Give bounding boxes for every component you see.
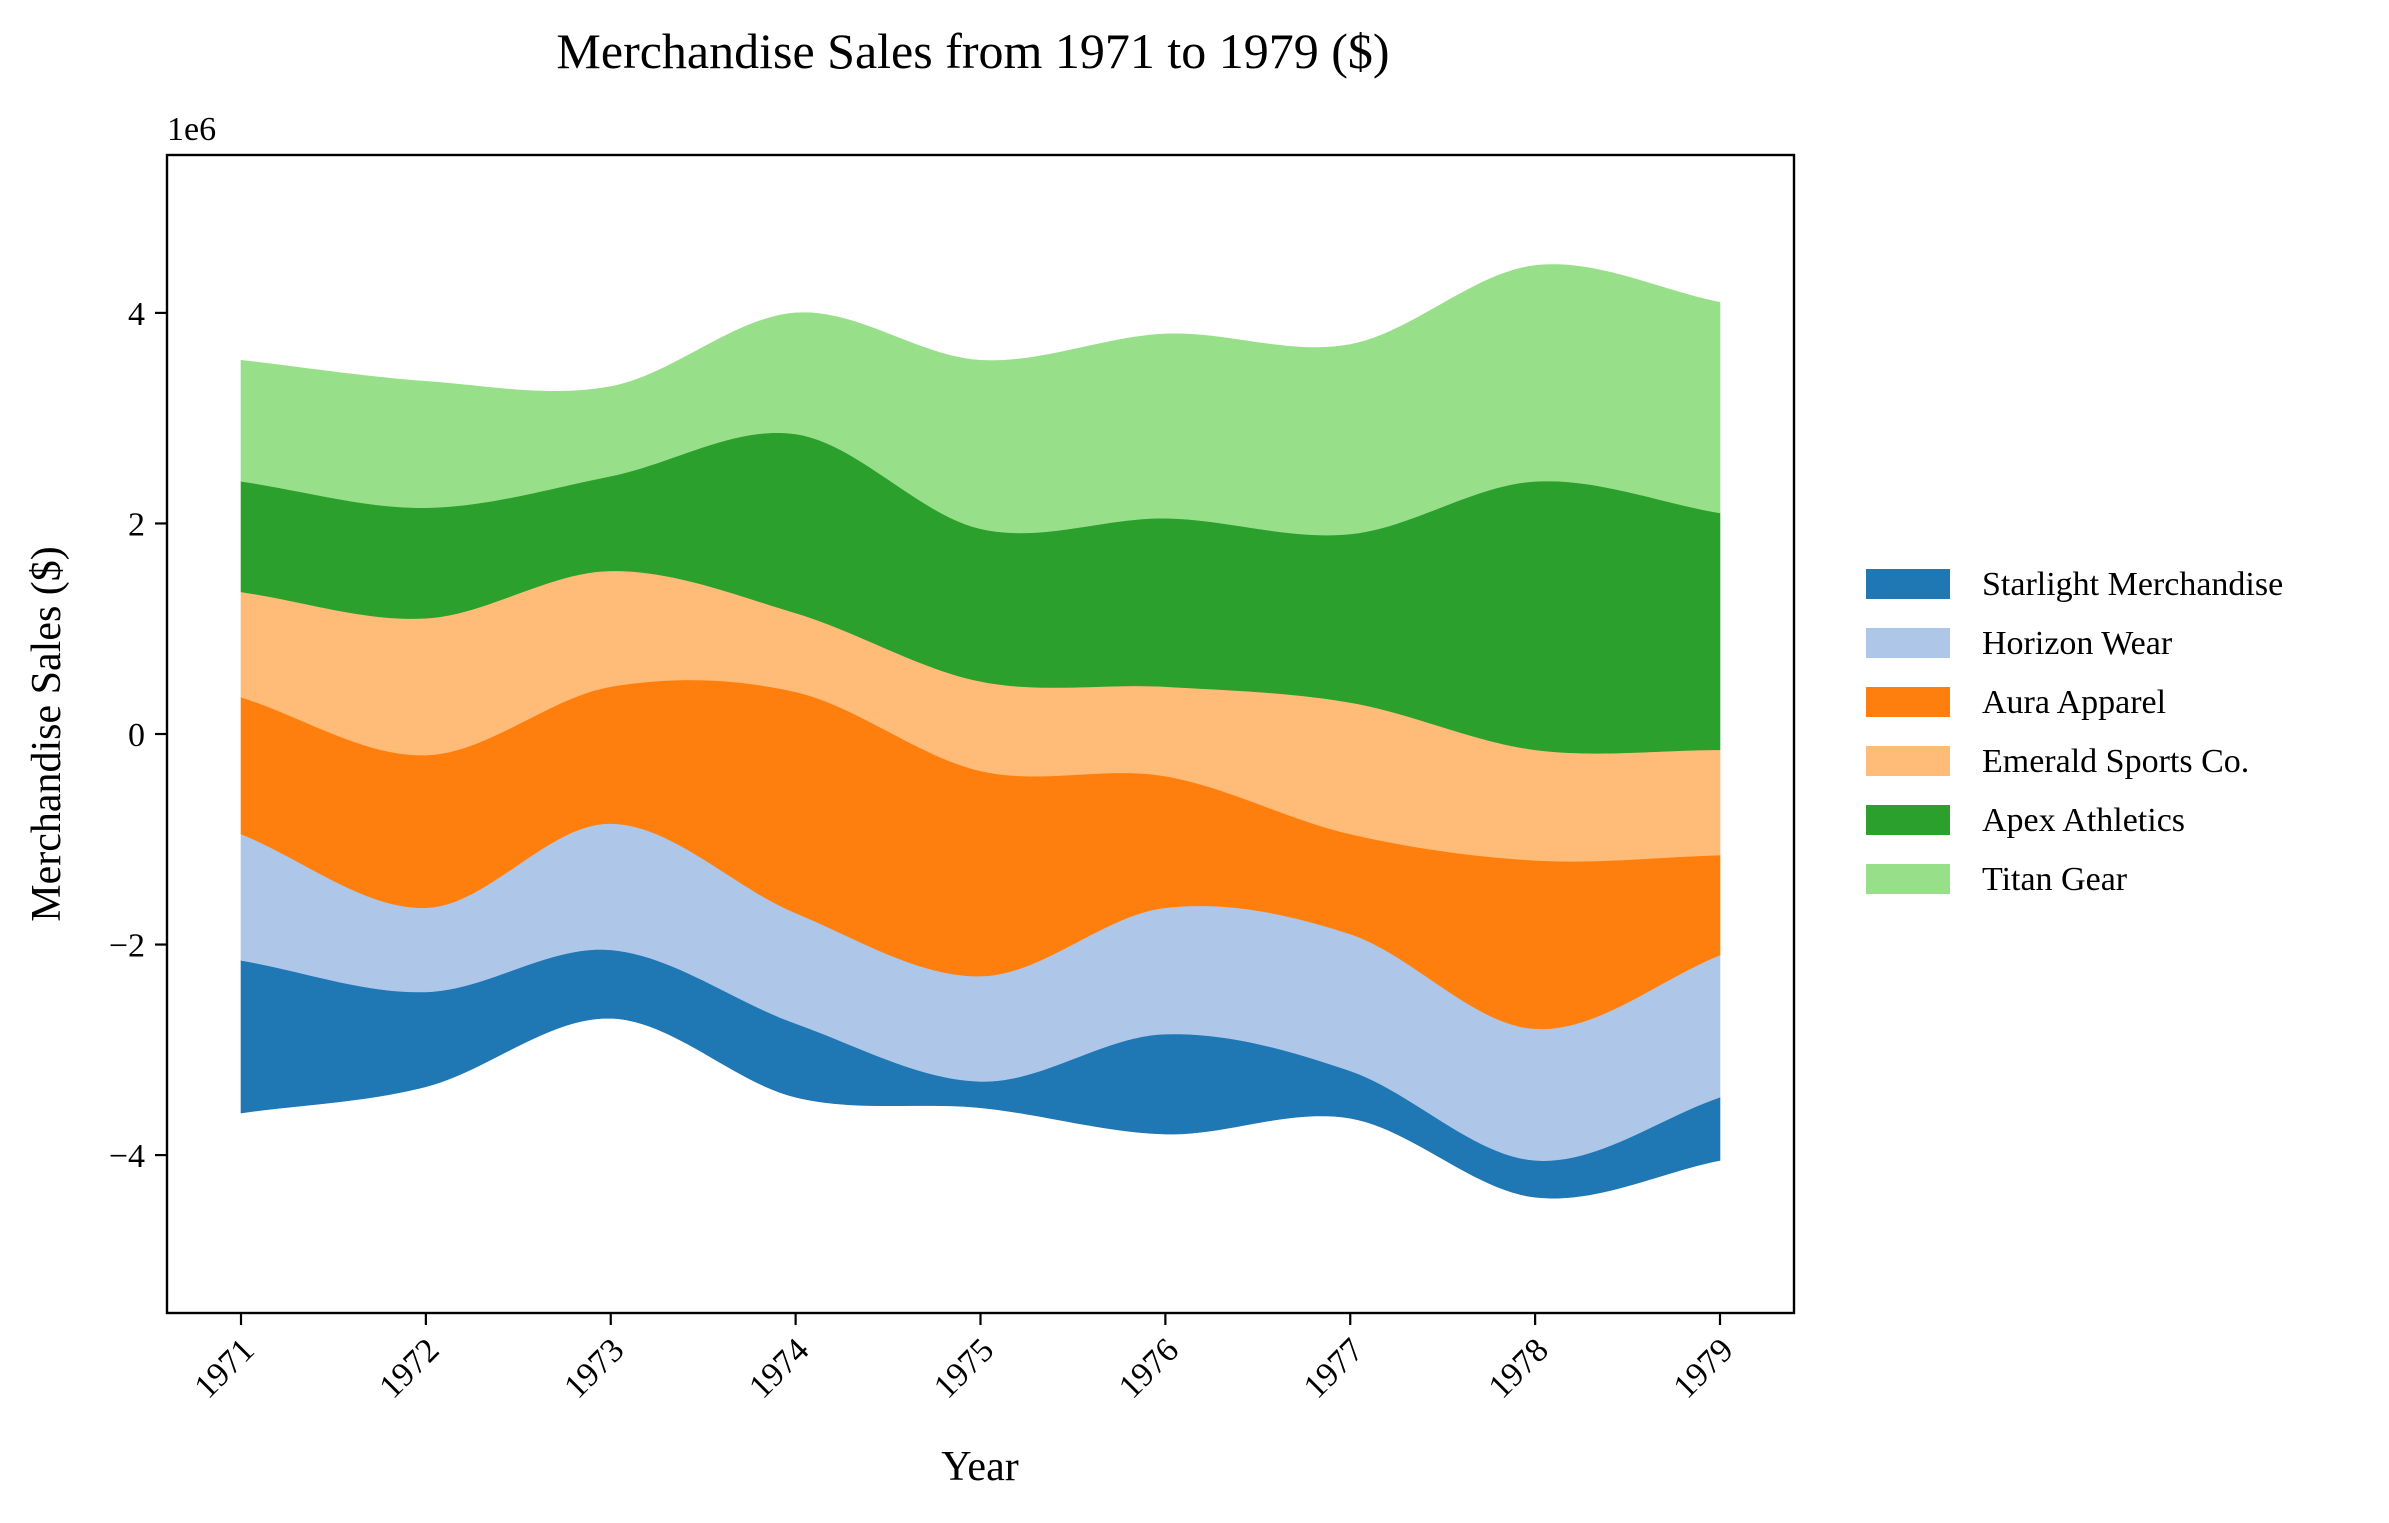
- y-tick-label: 0: [128, 717, 145, 754]
- legend-label: Titan Gear: [1982, 861, 2128, 898]
- legend-swatch: [1866, 805, 1950, 835]
- x-tick-label: 1977: [1297, 1332, 1371, 1406]
- x-tick-label: 1974: [742, 1332, 816, 1406]
- legend-label: Starlight Merchandise: [1982, 566, 2283, 603]
- y-tick-label: 2: [128, 506, 145, 543]
- legend-swatch: [1866, 746, 1950, 776]
- legend-swatch: [1866, 569, 1950, 599]
- stream-area-titan-gear: [240, 264, 1721, 536]
- y-tick-label: −4: [109, 1138, 145, 1175]
- legend: Starlight Merchandise Horizon Wear Aura Ap…: [1866, 566, 2283, 898]
- legend-label: Emerald Sports Co.: [1982, 743, 2249, 780]
- y-axis-label: Merchandise Sales ($): [24, 546, 70, 922]
- legend-swatch: [1866, 628, 1950, 658]
- x-axis-label: Year: [941, 1444, 1018, 1490]
- x-tick-label: 1978: [1482, 1332, 1556, 1406]
- legend-swatch: [1866, 864, 1950, 894]
- chart-title: Merchandise Sales from 1971 to 1979 ($): [556, 23, 1389, 79]
- y-tick-label: −2: [109, 928, 145, 965]
- x-axis: 1971 1972 1973 1974 1975 1976 1977 1978 1979: [187, 1313, 1741, 1406]
- x-tick-label: 1972: [372, 1332, 446, 1406]
- x-tick-label: 1973: [557, 1332, 631, 1406]
- legend-label: Apex Athletics: [1982, 802, 2185, 839]
- legend-swatch: [1866, 687, 1950, 717]
- x-tick-label: 1979: [1666, 1332, 1740, 1406]
- stream-areas: [240, 264, 1721, 1199]
- x-tick-label: 1971: [187, 1332, 261, 1406]
- y-offset-label: 1e6: [167, 111, 216, 148]
- y-axis: −4 −2 0 2 4: [109, 296, 167, 1175]
- legend-label: Aura Apparel: [1982, 684, 2166, 721]
- legend-label: Horizon Wear: [1982, 625, 2173, 662]
- x-tick-label: 1976: [1112, 1332, 1186, 1406]
- y-tick-label: 4: [128, 296, 145, 333]
- x-tick-label: 1975: [927, 1332, 1001, 1406]
